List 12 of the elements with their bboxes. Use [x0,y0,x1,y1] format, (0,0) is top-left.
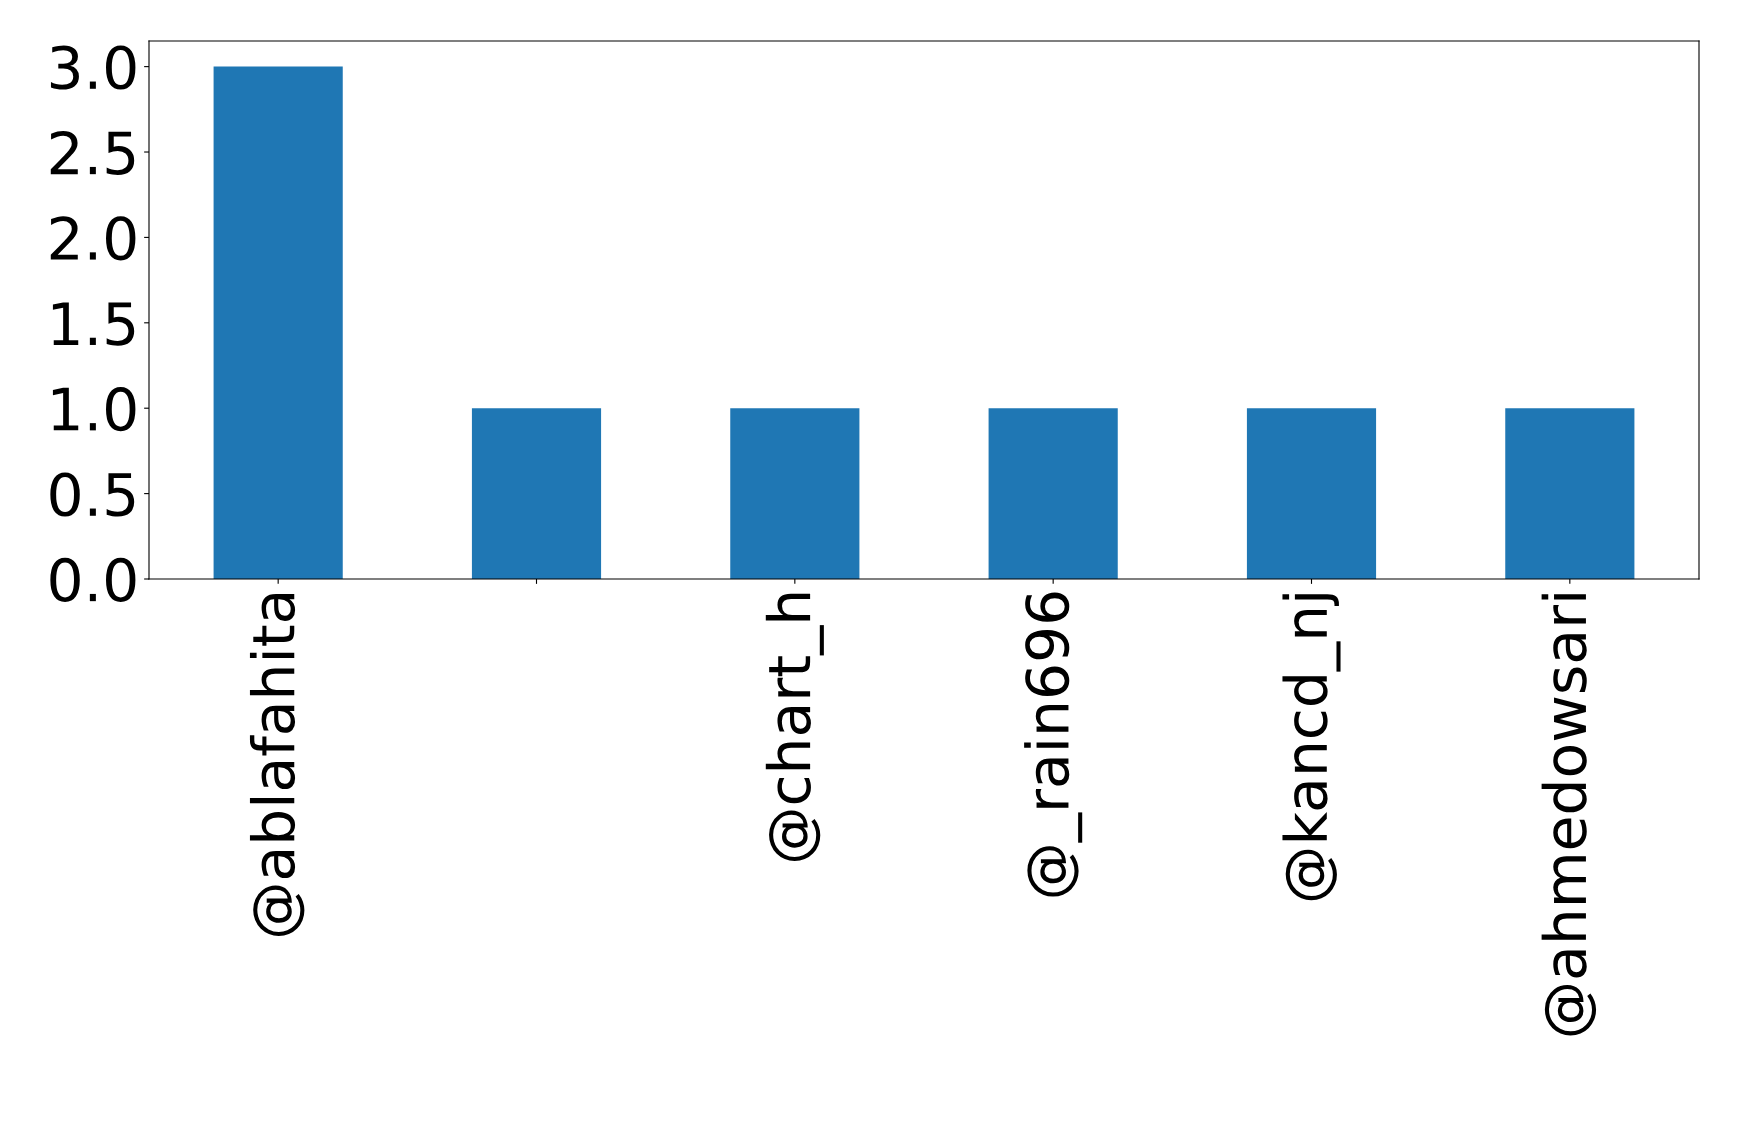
y-tick-label: 1.0 [52,387,136,432]
y-tick-label: 1.5 [52,302,135,346]
x-tick-label: @chart_h [765,593,824,861]
x-tick-label: @kancd_nj [1282,594,1341,901]
x-tick-label: @ahmedowsari [1541,594,1597,1036]
y-tick-label: 0.5 [50,472,135,517]
y-tick-label: 0.0 [50,557,136,602]
x-tick-label: @ablafahita [249,594,305,937]
y-tick-label: 3.0 [50,45,136,90]
x-tick-label: @_rain696 [1024,592,1083,897]
y-tick-label: 2.5 [50,130,135,176]
y-tick-label: 2.0 [50,216,136,261]
